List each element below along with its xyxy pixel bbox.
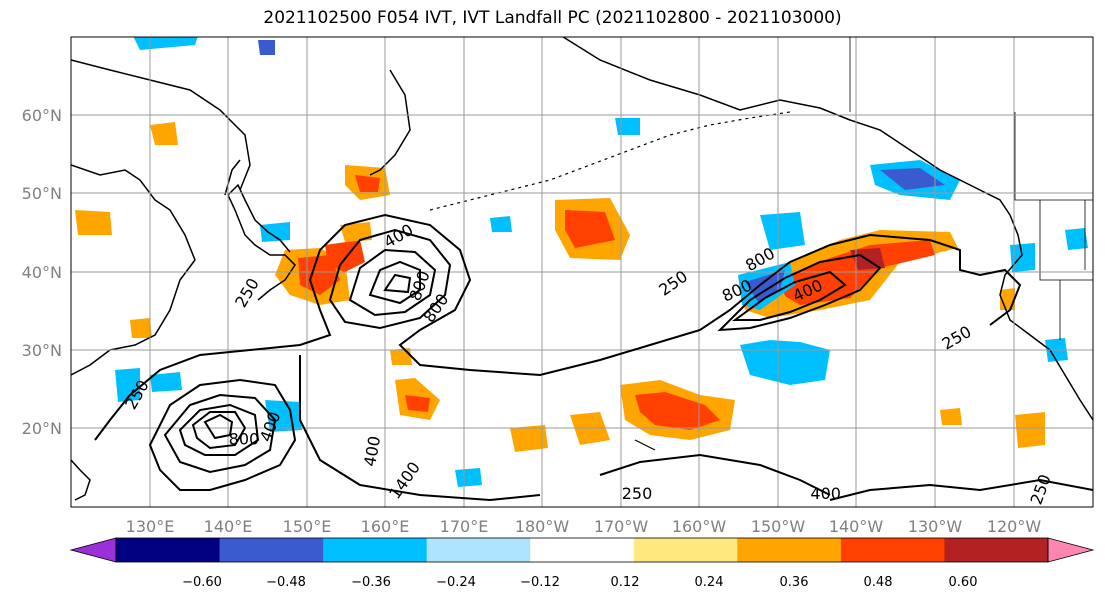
colorbar-tick-label: 0.24 bbox=[695, 575, 724, 590]
gridlines bbox=[71, 37, 1093, 507]
lon-tick-label: 170°E bbox=[440, 517, 489, 536]
borders bbox=[849, 37, 1093, 340]
lat-tick-label: 40°N bbox=[22, 263, 62, 282]
ivt-anomaly-fill-layer bbox=[75, 37, 1088, 487]
colorbar bbox=[69, 537, 1095, 563]
lon-tick-label: 160°E bbox=[361, 517, 410, 536]
colorbar-tick-label: −0.60 bbox=[182, 575, 222, 590]
colorbar-tick-label: 0.36 bbox=[780, 575, 809, 590]
colorbar-segment bbox=[323, 538, 428, 562]
colorbar-segment bbox=[219, 538, 324, 562]
colorbar-outline bbox=[115, 537, 1049, 563]
contour-label: 800 bbox=[229, 429, 260, 448]
colorbar-segment bbox=[426, 538, 531, 562]
lon-tick-label: 150°E bbox=[283, 517, 332, 536]
colorbar-segment bbox=[840, 538, 945, 562]
colorbar-tick-label: −0.24 bbox=[436, 575, 476, 590]
colorbar-tick-label: 0.48 bbox=[864, 575, 893, 590]
colorbar-segment bbox=[116, 538, 221, 562]
ivt-contours bbox=[94, 213, 1093, 502]
colorbar-tick-label: 0.12 bbox=[611, 575, 640, 590]
colorbar-segment bbox=[944, 538, 1049, 562]
lon-tick-label: 170°W bbox=[594, 517, 649, 536]
colorbar-segment bbox=[633, 538, 738, 562]
colorbar-tick-label: −0.48 bbox=[266, 575, 306, 590]
colorbar-tick-label: −0.36 bbox=[351, 575, 391, 590]
lon-tick-label: 130°W bbox=[908, 517, 963, 536]
lat-tick-label: 20°N bbox=[22, 419, 62, 438]
lon-tick-label: 140°E bbox=[204, 517, 253, 536]
lon-tick-label: 120°W bbox=[987, 517, 1042, 536]
lat-tick-labels: 60°N 50°N 40°N 30°N 20°N bbox=[22, 106, 62, 438]
lat-tick-label: 60°N bbox=[22, 106, 62, 125]
contour-label: 250 bbox=[622, 484, 653, 503]
colorbar-arrow-high bbox=[1047, 537, 1095, 563]
lon-tick-label: 130°E bbox=[126, 517, 175, 536]
colorbar-tick-label: 0.60 bbox=[949, 575, 978, 590]
map-title: 2021102500 F054 IVT, IVT Landfall PC (20… bbox=[263, 8, 842, 28]
contour-label: 400 bbox=[810, 484, 841, 503]
colorbar-tick-label: −0.12 bbox=[520, 575, 560, 590]
lon-tick-label: 140°W bbox=[829, 517, 884, 536]
map-border bbox=[70, 36, 1094, 508]
lon-tick-label: 180°W bbox=[515, 517, 570, 536]
lat-tick-label: 30°N bbox=[22, 341, 62, 360]
colorbar-segment bbox=[737, 538, 842, 562]
colorbar-arrow-low bbox=[69, 537, 117, 563]
lat-tick-label: 50°N bbox=[22, 184, 62, 203]
lon-tick-labels: 130°E 140°E 150°E 160°E 170°E 180°W 170°… bbox=[126, 517, 1042, 536]
colorbar-segment bbox=[530, 538, 635, 562]
colorbar-tick-labels: −0.60 −0.48 −0.36 −0.24 −0.12 0.12 0.24 … bbox=[182, 575, 977, 590]
lon-tick-label: 160°W bbox=[672, 517, 727, 536]
lon-tick-label: 150°W bbox=[751, 517, 806, 536]
